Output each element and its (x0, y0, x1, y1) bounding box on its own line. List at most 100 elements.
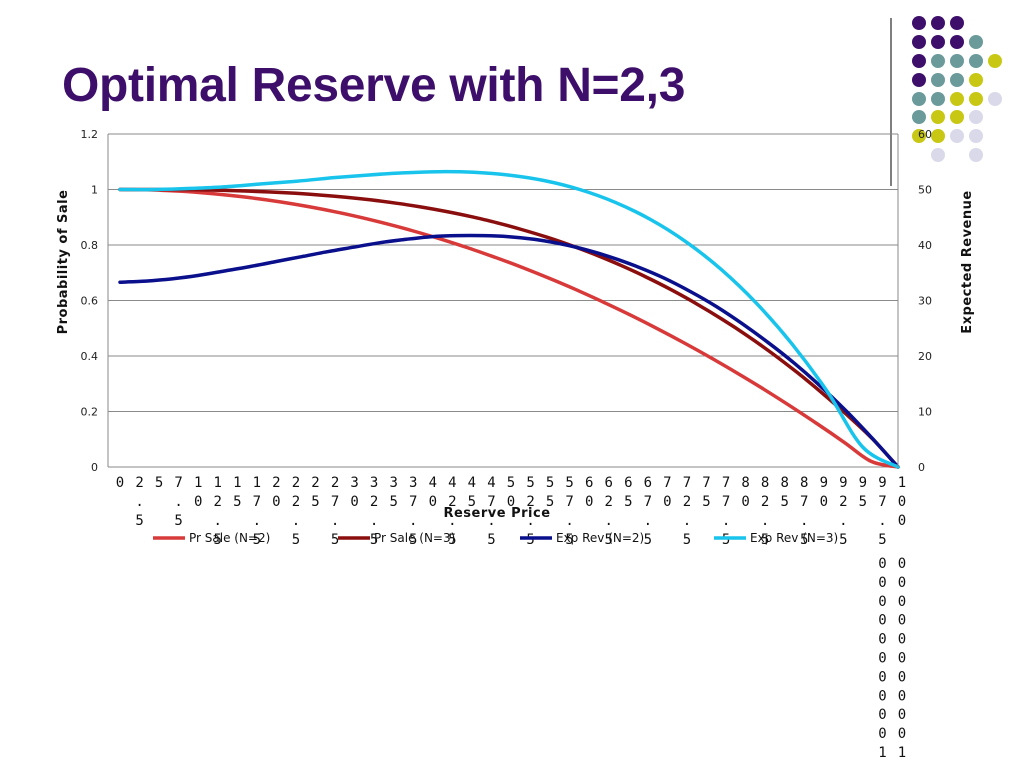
x-tick-char: 5 (605, 532, 613, 548)
x-tick-label: 22.5 (292, 475, 300, 548)
x-tick-overflow-char: 0 (898, 651, 906, 667)
x-tick-overflow-char: 0 (878, 726, 886, 742)
series-line (118, 187, 900, 469)
x-tick-label: 52.5 (526, 475, 534, 548)
x-tick-char: . (683, 513, 691, 529)
x-tick-overflow-char: 0 (878, 556, 886, 572)
x-tick-label: 77.5 (722, 475, 730, 548)
x-tick-char: 2 (272, 475, 280, 491)
x-tick-overflow-char: 0 (898, 594, 906, 610)
x-tick-char: 7 (487, 494, 495, 510)
x-tick-label: 10 (194, 475, 202, 510)
x-tick-char: 9 (839, 475, 847, 491)
x-tick-label: 50 (507, 475, 515, 510)
x-tick-char: 5 (389, 494, 397, 510)
x-tick-overflow-char: 0 (878, 613, 886, 629)
x-tick-char: 2 (448, 494, 456, 510)
x-tick-overflow-char: 1 (898, 745, 906, 761)
chart-axes: 0 00.2 100.4 200.6 300.8 401 501.2 600 2.55 7.510… (81, 128, 933, 761)
x-tick-label: 60 (585, 475, 593, 510)
x-tick-char: . (605, 513, 613, 529)
y2-tick-label: 40 (918, 239, 932, 252)
x-tick-label: 7.5 (174, 475, 182, 529)
x-tick-char: . (135, 494, 143, 510)
x-tick-char: 2 (292, 475, 300, 491)
x-tick-char: . (370, 513, 378, 529)
x-tick-char: 5 (409, 532, 417, 548)
x-tick-char: 0 (350, 494, 358, 510)
x-tick-label: 75 (702, 475, 710, 510)
x-tick-char: 4 (468, 475, 476, 491)
x-tick-char: 7 (722, 494, 730, 510)
x-tick-char: 5 (155, 475, 163, 491)
x-tick-char: 5 (468, 494, 476, 510)
x-tick-char: 5 (526, 475, 534, 491)
x-tick-label: 45 (468, 475, 476, 510)
x-tick-char: 3 (389, 475, 397, 491)
x-tick-overflow-char: 0 (878, 707, 886, 723)
x-tick-label: 2.5 (135, 475, 143, 529)
chart-series (118, 169, 900, 469)
x-tick-char: 0 (194, 494, 202, 510)
x-tick-label: 40 (429, 475, 437, 510)
x-tick-overflow-char: 0 (878, 575, 886, 591)
x-tick-char: 2 (214, 494, 222, 510)
x-tick-label: 17.5 (253, 475, 261, 548)
x-tick-char: 2 (526, 494, 534, 510)
x-tick-char: 5 (565, 532, 573, 548)
x-tick-char: 7 (800, 494, 808, 510)
x-tick-char: . (839, 513, 847, 529)
x-tick-char: 5 (546, 494, 554, 510)
x-tick-label: 82.5 (761, 475, 769, 548)
x-tick-char: . (878, 513, 886, 529)
x-tick-char: 8 (780, 475, 788, 491)
x-tick-char: 4 (487, 475, 495, 491)
y-tick-label: 0 (91, 461, 98, 474)
x-tick-char: 7 (683, 475, 691, 491)
x-tick-char: 0 (898, 513, 906, 529)
x-tick-label: 0 (116, 475, 124, 491)
x-tick-label: 72.5 (683, 475, 691, 548)
x-tick-char: 4 (429, 475, 437, 491)
x-tick-char: 1 (898, 475, 906, 491)
x-tick-char: 3 (370, 475, 378, 491)
x-tick-label: 95 (859, 475, 867, 510)
x-tick-label: 1 0 0 0 0 0 0 0 0 0 0 0 0 1 (898, 475, 906, 761)
x-tick-char: 2 (370, 494, 378, 510)
x-tick-char: 1 (214, 475, 222, 491)
x-tick-char: . (174, 494, 182, 510)
x-tick-char: 3 (409, 475, 417, 491)
legend-label: Pr Sale (N=2) (189, 531, 270, 545)
x-tick-char: 5 (311, 494, 319, 510)
x-tick-char: 0 (429, 494, 437, 510)
legend-label: Exp Rev (N=2) (556, 531, 644, 545)
x-tick-char: 8 (761, 475, 769, 491)
y2-tick-label: 20 (918, 350, 932, 363)
series-line (118, 169, 900, 469)
x-tick-label: 5 (155, 475, 163, 491)
x-tick-char: 1 (233, 475, 241, 491)
y2-tick-label: 0 (918, 461, 925, 474)
x-tick-label: 20 (272, 475, 280, 510)
x-tick-char: 5 (546, 475, 554, 491)
x-tick-label: 62.5 (605, 475, 613, 548)
y-tick-label: 0.6 (81, 295, 99, 308)
x-tick-char: 7 (878, 494, 886, 510)
x-tick-char: 2 (331, 475, 339, 491)
x-tick-char: 5 (878, 532, 886, 548)
x-tick-char: 5 (800, 532, 808, 548)
x-tick-label: 15 (233, 475, 241, 510)
y2-tick-label: 60 (918, 128, 932, 141)
x-tick-char: . (800, 513, 808, 529)
x-tick-char: . (761, 513, 769, 529)
x-tick-char: 2 (839, 494, 847, 510)
x-tick-char: . (565, 513, 573, 529)
x-tick-char: 5 (859, 494, 867, 510)
x-tick-char: 1 (253, 475, 261, 491)
x-tick-char: 5 (526, 532, 534, 548)
x-tick-char: 7 (253, 494, 261, 510)
x-tick-label: 57.5 (565, 475, 573, 548)
x-tick-char: 5 (448, 532, 456, 548)
x-tick-overflow-char: 0 (898, 726, 906, 742)
